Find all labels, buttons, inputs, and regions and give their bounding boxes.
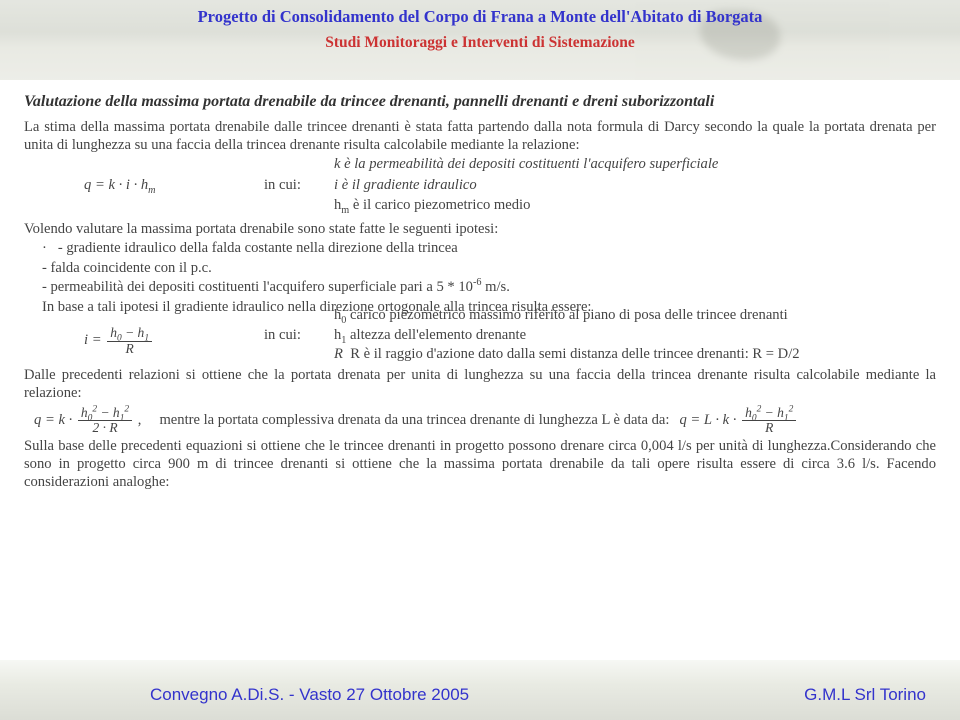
header-line-2: Studi Monitoraggi e Interventi di Sistem… <box>30 33 930 53</box>
paragraph-relation: Dalle precedenti relazioni si ottiene ch… <box>24 366 936 402</box>
equation-1-incui: in cui: <box>264 176 334 194</box>
eq1-def-k: k è la permeabilità dei depositi costitu… <box>334 155 936 173</box>
equation-3-row: q = k · h02 − h122 · R , mentre la porta… <box>34 406 936 435</box>
equation-2-definitions: h0 carico piezometrico massimo riferito … <box>334 320 936 364</box>
equation-2: i = h0 − h1R <box>84 320 264 355</box>
eq2-def-h0: h0 carico piezometrico massimo riferito … <box>334 306 936 324</box>
footer-left: Convegno A.Di.S. - Vasto 27 Ottobre 2005 <box>150 685 469 705</box>
eq1-def-i: i è il gradiente idraulico <box>334 176 936 194</box>
hypotheses-intro: Volendo valutare la massima portata dren… <box>24 220 936 238</box>
slide-page: Progetto di Consolidamento del Corpo di … <box>0 0 960 720</box>
eq2-def-R: R R è il raggio d'azione dato dalla semi… <box>334 345 936 363</box>
equation-3-mid-text: mentre la portata complessiva drenata da… <box>159 411 669 429</box>
section-title: Valutazione della massima portata drenab… <box>24 92 936 112</box>
body-content: Valutazione della massima portata drenab… <box>24 92 936 492</box>
hypothesis-a: · - gradiente idraulico della falda cost… <box>42 239 936 257</box>
equation-2-incui: in cui: <box>264 320 334 344</box>
equation-1: q = k · i · hm <box>84 176 264 194</box>
header-line-1: Progetto di Consolidamento del Corpo di … <box>30 6 930 27</box>
paragraph-intro: La stima della massima portata drenabile… <box>24 118 936 154</box>
equation-3-right: q = L · k · h02 − h12R <box>679 406 798 435</box>
header: Progetto di Consolidamento del Corpo di … <box>0 0 960 80</box>
hypotheses-list: · - gradiente idraulico della falda cost… <box>42 239 936 296</box>
equation-2-row: i = h0 − h1R in cui: h0 carico piezometr… <box>84 320 936 364</box>
hypothesis-b: - falda coincidente con il p.c. <box>42 259 936 277</box>
equation-3-left: q = k · h02 − h122 · R , <box>34 406 141 435</box>
eq1-def-hm: hm è il carico piezometrico medio <box>334 196 936 214</box>
footer: Convegno A.Di.S. - Vasto 27 Ottobre 2005… <box>0 680 960 710</box>
eq2-def-h1: h1 altezza dell'elemento drenante <box>334 326 936 344</box>
paragraph-conclusion: Sulla base delle precedenti equazioni si… <box>24 437 936 492</box>
hypothesis-c: - permeabilità dei depositi costituenti … <box>42 278 936 296</box>
footer-right: G.M.L Srl Torino <box>804 685 926 705</box>
equation-1-row: q = k · i · hm in cui: i è il gradiente … <box>84 176 936 194</box>
